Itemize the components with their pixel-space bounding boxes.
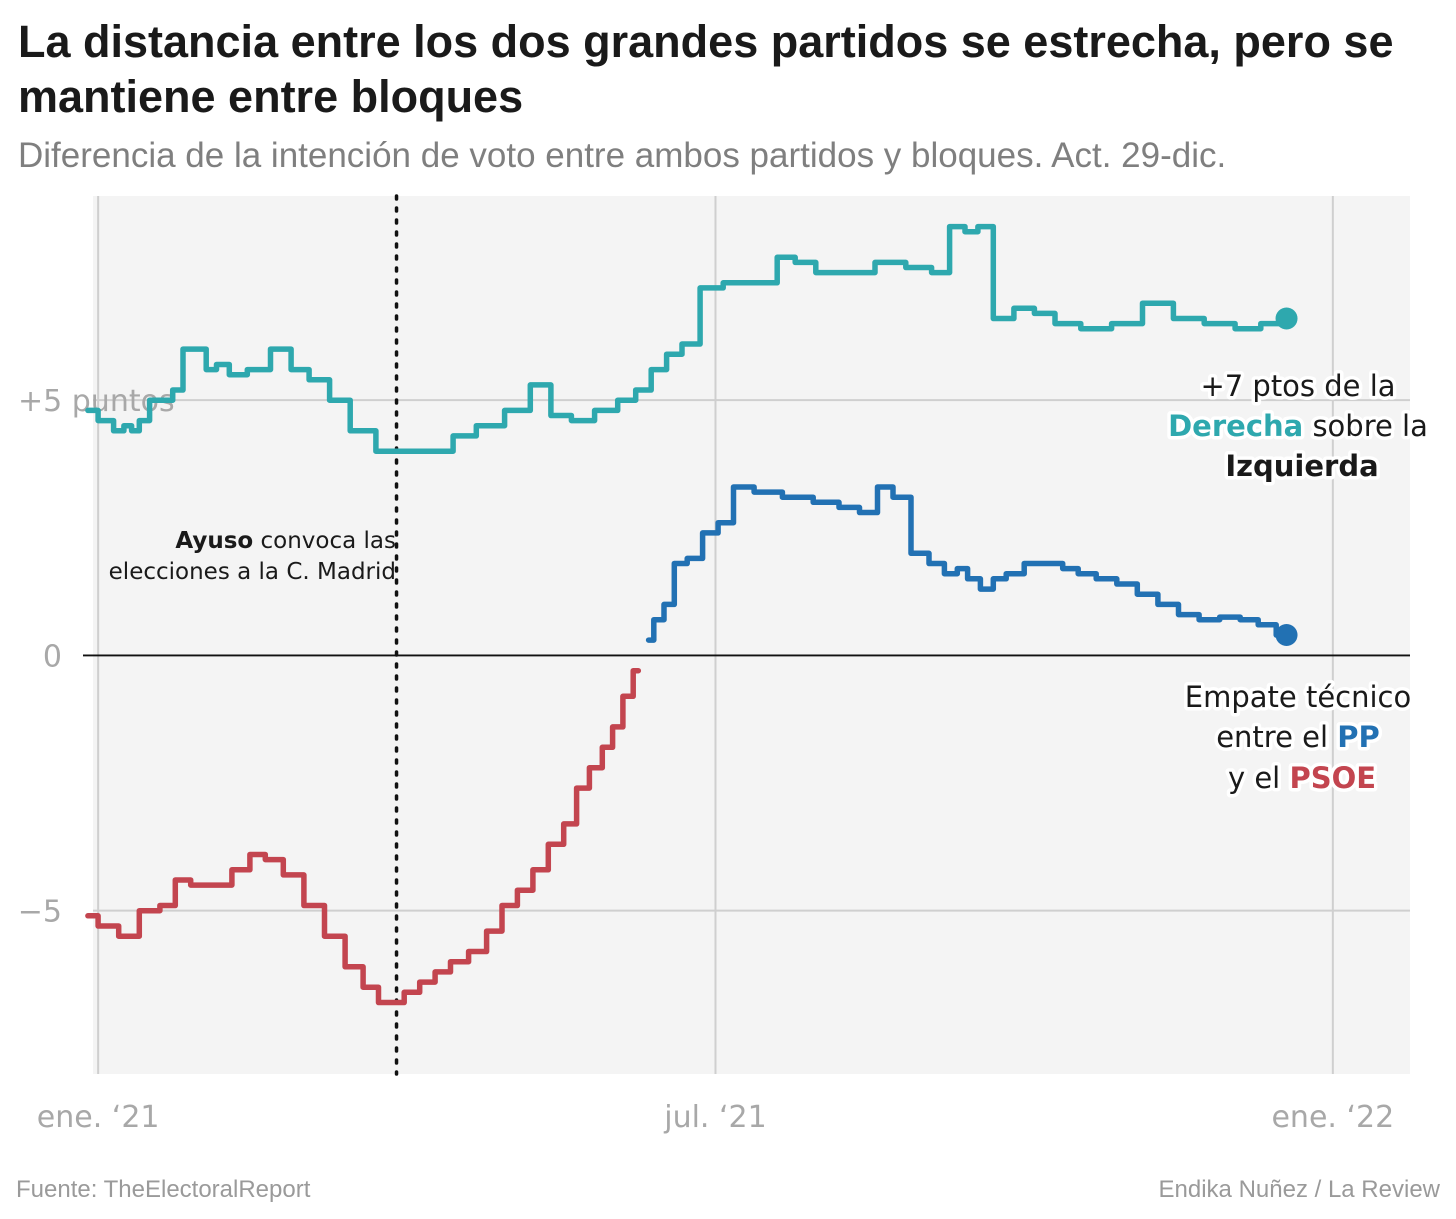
- bloques-annotation-line1: +7 ptos de la: [1200, 369, 1395, 403]
- empate-annotation-line2: entre el PP: [1216, 720, 1380, 754]
- x-tick-label-2: ene. ‘22: [1271, 1100, 1394, 1135]
- psoe-label: PSOE: [1289, 761, 1376, 795]
- series-line-bloques: [85, 223, 1290, 454]
- izquierda-label: Izquierda: [1225, 449, 1378, 483]
- empate-annotation-line3: y el PSOE: [1228, 761, 1376, 795]
- plot-panel: [93, 196, 1410, 1074]
- series-line-psoe-ahead: [85, 667, 642, 1006]
- x-tick-label-0: ene. ‘21: [37, 1100, 160, 1135]
- y-tick-label-1: 0: [43, 639, 62, 674]
- empate-annotation: Empate técnico entre el PP y el PSOE: [1181, 677, 1414, 799]
- credit-note: Endika Nuñez / La Review: [1158, 1176, 1440, 1203]
- event-annotation-line2: elecciones a la C. Madrid: [109, 559, 396, 585]
- chart-title: La distancia entre los dos grandes parti…: [18, 16, 1394, 122]
- bloques-annotation-line2: Derecha sobre la: [1168, 409, 1428, 443]
- entre-label: entre el: [1216, 720, 1337, 754]
- x-tick-label-1: jul. ‘21: [663, 1100, 766, 1135]
- series-end-marker-bloques: [1275, 307, 1298, 330]
- chart-subtitle: Diferencia de la intención de voto entre…: [18, 136, 1227, 175]
- event-annotation-rest: convoca las: [253, 528, 396, 554]
- event-annotation-line1: Ayuso convoca las: [175, 528, 396, 554]
- empate-annotation-line1: Empate técnico: [1185, 680, 1411, 714]
- yel-label: y el: [1228, 761, 1290, 795]
- pp-label: PP: [1337, 720, 1380, 754]
- event-annotation-bold: Ayuso: [175, 528, 253, 554]
- series-end-marker-pp-psoe: [1275, 624, 1298, 646]
- end-markers: [1275, 307, 1298, 646]
- source-note: Fuente: TheElectoralReport: [16, 1176, 311, 1203]
- y-tick-label-2: −5: [18, 895, 62, 930]
- series-lines: [85, 223, 1290, 1006]
- sobre-label: sobre la: [1303, 409, 1428, 443]
- derecha-label: Derecha: [1168, 409, 1303, 443]
- bloques-annotation: +7 ptos de la Derecha sobre la Izquierda: [1165, 366, 1432, 487]
- event-annotation: Ayuso convoca las elecciones a la C. Mad…: [109, 528, 396, 585]
- series-line-pp-ahead: [645, 484, 1290, 643]
